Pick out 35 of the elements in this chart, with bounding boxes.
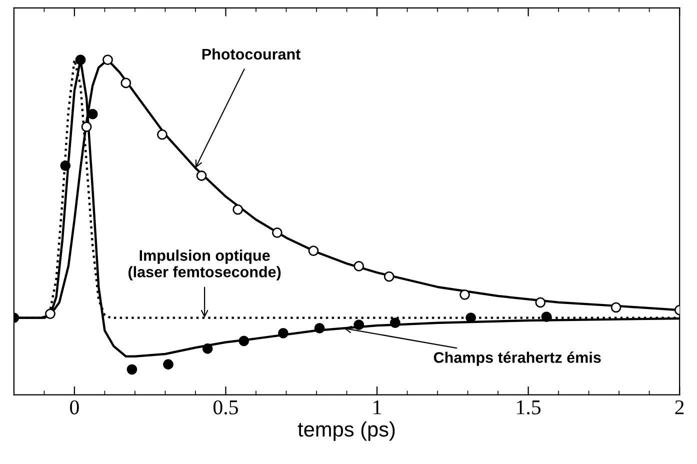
point (196, 170, 207, 181)
point (238, 336, 250, 346)
point (45, 308, 56, 319)
point (157, 129, 168, 140)
point (535, 297, 546, 308)
annotation: Champs térahertz émis (434, 352, 601, 366)
point (102, 54, 113, 66)
point (87, 108, 98, 120)
point (278, 328, 288, 338)
point (460, 289, 470, 300)
point (120, 78, 132, 88)
point (384, 271, 394, 282)
point (81, 122, 92, 132)
annotation: Photocourant (202, 48, 300, 60)
x-axis-title: temps (ps) (298, 421, 395, 441)
x-tick-label: 1.5 (517, 400, 540, 414)
point (232, 204, 244, 215)
point (308, 246, 319, 256)
point (202, 343, 213, 354)
x-tick-label: 0.5 (214, 400, 238, 414)
point (354, 261, 364, 272)
point (610, 302, 622, 313)
point (163, 359, 174, 370)
point (60, 160, 71, 171)
point (75, 54, 86, 66)
x-tick-label: 2 (675, 400, 684, 414)
point (272, 228, 282, 238)
x-tick-label: 1 (374, 400, 381, 414)
point (126, 364, 138, 375)
point (390, 318, 400, 328)
point (314, 322, 325, 334)
x-tick-label: 0 (70, 400, 79, 414)
point (354, 320, 364, 330)
point (541, 312, 552, 322)
annotation: Impulsion optique (laser femtoseconde) (128, 250, 281, 280)
